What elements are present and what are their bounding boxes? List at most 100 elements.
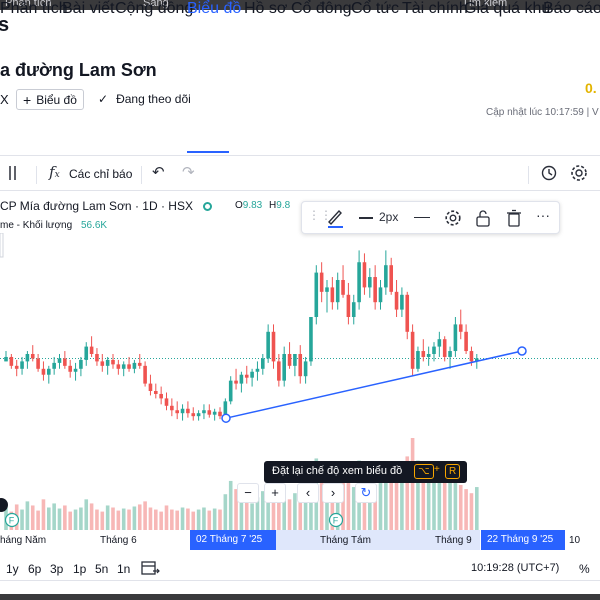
undo-icon[interactable]: ↶ <box>152 164 165 181</box>
tab[interactable]: Phân tích <box>0 0 68 17</box>
sidebar-toggle-icon[interactable] <box>8 165 18 185</box>
volume-bar <box>30 505 35 530</box>
volume-legend: me - Khối lượng 56.6K <box>0 220 108 231</box>
settings-gear-icon[interactable] <box>444 209 462 230</box>
candle-body <box>95 354 99 362</box>
candle-body <box>127 364 131 369</box>
candle-body <box>314 272 319 317</box>
volume-bar <box>52 503 56 530</box>
divider <box>36 166 37 184</box>
tab[interactable]: Cổ đông <box>291 0 352 17</box>
redo-icon[interactable]: ↷ <box>182 164 195 181</box>
event-marker <box>0 498 8 512</box>
volume-bar <box>410 438 415 530</box>
candle-body <box>63 358 67 366</box>
volume-bar <box>159 511 163 530</box>
volume-bar <box>458 485 463 530</box>
volume-bar <box>277 489 281 530</box>
tab[interactable]: Giá quá khứ <box>464 0 553 17</box>
candle-body <box>239 374 244 384</box>
time-axis[interactable]: háng Năm Tháng 6 02 Tháng 7 '25 Tháng Tá… <box>0 530 600 550</box>
range-button[interactable]: 1n <box>117 562 131 576</box>
range-button[interactable]: 5n <box>95 562 109 576</box>
app-logo[interactable]: s <box>0 14 10 36</box>
candle-body <box>111 359 115 365</box>
reset-view-button[interactable]: ↻ <box>355 483 377 503</box>
candle-body <box>148 383 153 391</box>
indicators-button[interactable]: Các chỉ báo <box>69 167 133 181</box>
volume-bar <box>475 487 479 530</box>
volume-bar <box>154 509 158 530</box>
browser-tab[interactable]: Sáng <box>143 0 169 9</box>
range-button[interactable]: 1y <box>6 562 19 576</box>
volume-bar <box>426 476 431 530</box>
add-chart-button[interactable]: + Biểu đồ <box>16 89 84 110</box>
candle-body <box>432 346 436 354</box>
date-range-icon[interactable] <box>140 559 160 580</box>
time-axis-label: Tháng Tám <box>320 535 371 546</box>
pencil-icon[interactable] <box>326 207 344 232</box>
scroll-right-button[interactable]: › <box>322 483 344 503</box>
tab[interactable]: Biểu đồ <box>187 0 242 17</box>
candle-body <box>159 393 163 399</box>
candle-body <box>287 354 292 366</box>
zoom-in-button[interactable]: + <box>264 483 286 503</box>
volume-bar <box>89 503 94 530</box>
candle-body <box>453 324 458 352</box>
tab[interactable]: Báo cáo <box>543 0 600 17</box>
volume-bar <box>223 494 228 530</box>
candle-body <box>164 398 169 406</box>
candle-body <box>309 317 313 362</box>
check-icon: ✓ <box>98 92 109 106</box>
browser-search[interactable]: Tìm kiếm <box>462 0 508 9</box>
candle-body <box>218 411 222 417</box>
settings-gear-icon[interactable] <box>570 164 588 186</box>
candle-body <box>57 358 62 363</box>
dividend-marker-label: F <box>333 516 339 526</box>
range-button[interactable]: 3p <box>50 562 64 576</box>
page-title: a đường Lam Sơn <box>0 60 157 80</box>
tab[interactable]: Tài chính <box>402 0 468 17</box>
tab[interactable]: Hồ sơ <box>244 0 288 17</box>
line-width-label[interactable]: 2px <box>379 210 399 224</box>
candle-body <box>186 408 190 414</box>
trash-icon[interactable] <box>507 209 521 230</box>
candle-body <box>389 265 393 292</box>
candle-body <box>84 346 89 360</box>
plus-icon: + <box>23 91 32 108</box>
volume-bar <box>255 497 260 530</box>
indicators-icon[interactable]: fx <box>49 163 60 181</box>
candle-body <box>384 265 388 288</box>
tab[interactable]: Cổ tức <box>351 0 400 17</box>
shortcut-key: ⌥ <box>414 464 434 479</box>
candle-body <box>250 371 254 378</box>
candle-body <box>362 262 367 288</box>
percent-toggle[interactable]: % <box>579 562 590 576</box>
more-icon[interactable]: ··· <box>536 207 550 223</box>
tab[interactable]: Cộng đồng <box>115 0 194 17</box>
divider <box>528 166 529 184</box>
candle-body <box>36 358 40 369</box>
range-button[interactable]: 6p <box>28 562 42 576</box>
volume-bar <box>116 510 121 530</box>
follow-button[interactable]: ✓ Đang theo dõi <box>98 92 191 106</box>
browser-tab[interactable]: Phân tích <box>5 0 52 9</box>
range-button[interactable]: 1p <box>73 562 87 576</box>
tab[interactable]: Bài viết <box>62 0 115 17</box>
open-value: O9.83 H9.8 <box>235 200 291 211</box>
volume-bar <box>261 491 265 530</box>
volume-bar <box>394 462 399 530</box>
volume-bar <box>191 511 196 530</box>
zoom-out-button[interactable]: − <box>237 483 259 503</box>
line-style-icon[interactable] <box>359 217 373 219</box>
line-type-icon[interactable] <box>414 217 430 218</box>
volume-bar <box>330 489 335 530</box>
candle-body <box>293 354 297 366</box>
candle-body <box>137 362 142 366</box>
candle-body <box>47 368 51 375</box>
alert-clock-icon[interactable] <box>540 164 558 186</box>
unlock-icon[interactable] <box>476 209 490 230</box>
drag-handle-icon[interactable]: ⋮⋮ <box>308 208 332 222</box>
scroll-left-button[interactable]: ‹ <box>297 483 319 503</box>
